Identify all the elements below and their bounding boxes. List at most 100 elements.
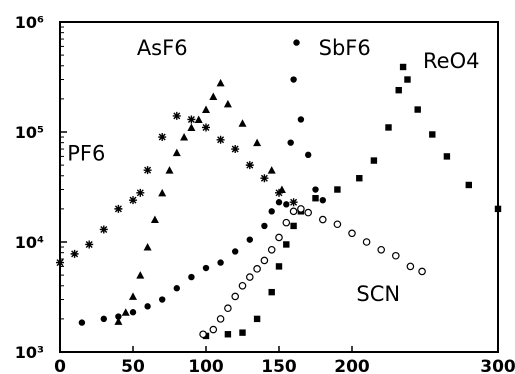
point-asf6-1 xyxy=(121,308,130,316)
point-pf6-10 xyxy=(187,115,196,124)
point-pf6-9 xyxy=(172,111,181,120)
point-sbf6-9 xyxy=(217,259,224,266)
point-sbf6-14 xyxy=(275,199,283,206)
point-pf6-7 xyxy=(143,166,152,175)
point-asf6-14 xyxy=(216,78,225,87)
point-pf6-1 xyxy=(70,249,79,258)
point-reo4-15 xyxy=(399,63,407,71)
series-reo4 xyxy=(202,63,502,340)
series-sbf6 xyxy=(78,39,326,326)
point-reo4-4 xyxy=(268,288,275,296)
point-sbf6-2 xyxy=(115,313,122,320)
point-reo4-14 xyxy=(395,86,402,94)
point-scn-17 xyxy=(348,229,356,238)
point-scn-6 xyxy=(246,273,254,281)
point-scn-15 xyxy=(318,215,327,224)
point-scn-19 xyxy=(377,245,386,254)
point-asf6-8 xyxy=(172,148,181,157)
point-sbf6-6 xyxy=(173,285,180,292)
point-scn-22 xyxy=(418,267,426,276)
point-scn-21 xyxy=(406,262,415,271)
point-reo4-6 xyxy=(283,241,290,248)
point-scn-18 xyxy=(362,238,371,246)
point-asf6-4 xyxy=(143,243,152,251)
point-scn-9 xyxy=(267,245,276,254)
point-reo4-3 xyxy=(253,315,261,323)
series-asf6 xyxy=(114,78,286,325)
point-sbf6-7 xyxy=(188,273,195,281)
point-sbf6-19 xyxy=(297,116,305,123)
point-reo4-16 xyxy=(404,76,411,83)
point-asf6-10 xyxy=(187,123,196,131)
point-asf6-0 xyxy=(114,317,123,325)
point-sbf6-18 xyxy=(293,39,300,46)
point-reo4-10 xyxy=(334,186,341,193)
point-reo4-5 xyxy=(275,263,283,270)
tick-labels: 0 50 100 150 200 300 10³ 10⁴ 10⁵ 10⁶ xyxy=(15,13,515,374)
point-sbf6-1 xyxy=(100,315,108,323)
point-pf6-6 xyxy=(136,188,145,197)
point-pf6-13 xyxy=(231,145,240,154)
point-pf6-15 xyxy=(260,174,269,183)
point-asf6-11 xyxy=(194,115,203,123)
point-pf6-0 xyxy=(56,258,64,267)
point-pf6-14 xyxy=(245,161,254,170)
point-sbf6-5 xyxy=(159,296,166,303)
y-tick-label-2: 10⁵ xyxy=(15,123,44,142)
point-reo4-21 xyxy=(494,205,502,213)
y-tick-label-3: 10⁶ xyxy=(15,13,44,32)
point-reo4-19 xyxy=(443,153,451,160)
point-scn-4 xyxy=(231,292,240,301)
data-marks xyxy=(56,39,502,340)
series-annotations: AsF6 SbF6 ReO4 PF6 SCN xyxy=(67,36,479,306)
x-tick-label-5: 300 xyxy=(480,357,515,374)
x-tick-label-3: 150 xyxy=(261,357,297,374)
point-reo4-17 xyxy=(414,106,421,113)
annotation-scn: SCN xyxy=(356,282,400,306)
point-asf6-19 xyxy=(277,185,286,194)
point-scn-3 xyxy=(224,304,232,313)
point-asf6-15 xyxy=(223,99,232,108)
point-pf6-4 xyxy=(114,204,123,213)
point-asf6-6 xyxy=(158,188,167,197)
annotation-sbf6: SbF6 xyxy=(319,36,371,60)
point-reo4-7 xyxy=(290,222,297,230)
point-pf6-12 xyxy=(216,135,225,144)
point-scn-2 xyxy=(216,315,225,323)
point-scn-0 xyxy=(199,330,207,339)
x-tick-label-2: 100 xyxy=(188,357,224,374)
annotation-asf6: AsF6 xyxy=(137,36,188,60)
point-scn-5 xyxy=(238,281,247,290)
point-asf6-7 xyxy=(165,166,174,174)
x-tick-label-1: 50 xyxy=(121,357,145,374)
point-asf6-16 xyxy=(238,119,247,127)
axes xyxy=(59,21,499,353)
series-scn xyxy=(199,205,426,339)
point-reo4-20 xyxy=(465,181,472,189)
point-reo4-12 xyxy=(370,157,378,164)
point-sbf6-12 xyxy=(261,222,268,230)
point-asf6-12 xyxy=(202,105,210,114)
point-scn-11 xyxy=(282,218,291,227)
point-pf6-11 xyxy=(202,123,210,132)
point-pf6-5 xyxy=(129,196,137,205)
point-sbf6-13 xyxy=(268,208,275,215)
point-pf6-2 xyxy=(85,240,94,249)
point-sbf6-4 xyxy=(144,303,151,310)
point-reo4-11 xyxy=(356,175,363,182)
point-reo4-18 xyxy=(429,131,436,138)
point-scn-20 xyxy=(391,251,400,260)
series-pf6 xyxy=(56,111,298,267)
point-asf6-17 xyxy=(253,138,262,147)
point-asf6-13 xyxy=(209,92,218,101)
point-scn-10 xyxy=(275,233,283,242)
point-pf6-3 xyxy=(99,225,108,234)
point-sbf6-3 xyxy=(129,309,137,316)
annotation-pf6: PF6 xyxy=(67,142,105,166)
point-asf6-2 xyxy=(129,292,137,300)
point-pf6-8 xyxy=(158,133,167,142)
point-scn-7 xyxy=(253,265,261,273)
point-sbf6-17 xyxy=(290,76,297,83)
point-sbf6-11 xyxy=(246,236,253,243)
